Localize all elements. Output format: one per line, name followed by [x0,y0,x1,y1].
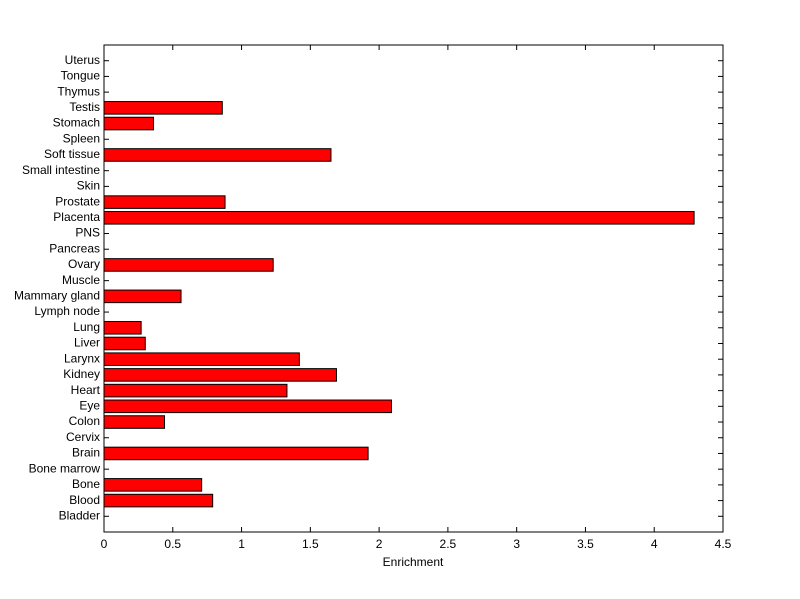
bar [103,352,300,366]
x-tick-label: 2.5 [440,537,457,551]
x-tick-label: 4.5 [715,537,732,551]
bar [103,258,274,272]
y-tick-label: Small intestine [22,163,100,177]
y-tick-label: Thymus [57,84,100,98]
bar [103,116,155,131]
y-tick-label: Mammary gland [14,289,100,303]
bar [103,289,182,304]
bar [103,211,695,225]
y-tick-label: Eye [79,398,100,412]
y-tick-label: Kidney [63,367,100,381]
x-tick-label: 3 [513,537,520,551]
x-tick-label: 3.5 [577,537,594,551]
y-tick-label: Blood [69,493,100,507]
bar [103,493,214,508]
y-tick-label: Colon [69,414,100,428]
y-tick-label: Larynx [64,351,100,365]
y-tick-label: Uterus [65,53,100,67]
y-tick-label: Bladder [59,508,100,522]
x-tick-label: 1.5 [302,537,319,551]
bar [103,148,332,162]
y-tick-label: PNS [75,226,100,240]
x-tick-label: 4 [651,537,658,551]
bar [103,195,226,209]
y-tick-label: Spleen [63,131,100,145]
bar [103,320,142,335]
y-tick-label: Cervix [66,430,100,444]
x-tick-label: 2 [376,537,383,551]
bar [103,399,392,414]
y-tick-label: Ovary [68,257,100,271]
y-tick-label: Bone marrow [29,461,101,475]
y-tick-label: Placenta [53,210,100,224]
y-tick-label: Liver [74,336,100,350]
y-tick-label: Testis [69,100,100,114]
y-tick-label: Lung [73,320,100,334]
y-tick-label: Stomach [53,116,100,130]
bar [103,368,337,382]
y-tick-label: Pancreas [49,241,100,255]
x-axis-label: Enrichment [383,555,444,569]
bar [103,383,288,398]
bar [103,101,223,115]
bar [103,336,146,351]
x-tick-label: 0.5 [164,537,181,551]
y-tick-label: Bone [72,477,100,491]
y-tick-label: Prostate [55,194,100,208]
y-tick-label: Heart [71,383,101,397]
bar [103,415,166,429]
x-tick-label: 1 [238,537,245,551]
y-tick-label: Lymph node [34,304,100,318]
bar [103,478,203,492]
y-tick-label: Brain [72,446,100,460]
y-tick-label: Muscle [62,273,100,287]
x-tick-label: 0 [101,537,108,551]
y-tick-label: Soft tissue [44,147,100,161]
bar [103,446,369,461]
y-tick-label: Skin [77,179,100,193]
y-tick-label: Tongue [61,69,101,83]
